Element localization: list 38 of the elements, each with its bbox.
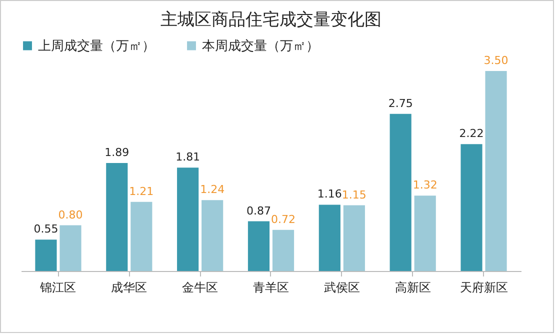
bar — [343, 205, 365, 271]
data-label: 0.55 — [34, 222, 58, 236]
data-label: 3.50 — [484, 54, 508, 67]
data-label: 1.24 — [200, 183, 225, 196]
data-label: 2.22 — [459, 127, 484, 140]
bar — [106, 163, 128, 271]
bar — [414, 196, 436, 271]
chart-title: 主城区商品住宅成交量变化图 — [160, 10, 382, 30]
bar — [318, 204, 340, 271]
bar — [485, 71, 507, 271]
data-label: 1.89 — [104, 146, 130, 159]
legend-label: 上周成交量（万㎡） — [38, 38, 155, 54]
data-label: 0.80 — [58, 208, 83, 222]
x-tick-label: 武侯区 — [324, 280, 360, 294]
data-label: 1.15 — [342, 188, 366, 202]
legend-label: 本周成交量（万㎡） — [202, 38, 319, 54]
bar — [248, 221, 270, 271]
bar — [272, 230, 294, 271]
data-label: 1.81 — [176, 150, 200, 164]
x-tick-label: 青羊区 — [253, 280, 289, 294]
bar — [390, 114, 412, 271]
bar — [35, 240, 57, 271]
bar — [460, 144, 482, 271]
data-label: 2.75 — [388, 96, 413, 110]
data-label: 1.16 — [317, 188, 342, 201]
bar — [177, 168, 199, 271]
x-tick-label: 高新区 — [394, 280, 431, 294]
data-label: 0.87 — [246, 204, 271, 218]
x-tick-label: 金牛区 — [182, 280, 218, 294]
data-label: 1.32 — [412, 178, 438, 192]
data-label: 0.72 — [271, 212, 296, 226]
bar — [202, 200, 224, 271]
x-tick-label: 天府新区 — [460, 280, 508, 294]
data-label: 1.21 — [129, 184, 154, 198]
x-tick-label: 锦江区 — [39, 280, 76, 294]
bar — [130, 202, 152, 271]
x-tick-label: 成华区 — [111, 280, 148, 294]
bar — [60, 225, 82, 271]
